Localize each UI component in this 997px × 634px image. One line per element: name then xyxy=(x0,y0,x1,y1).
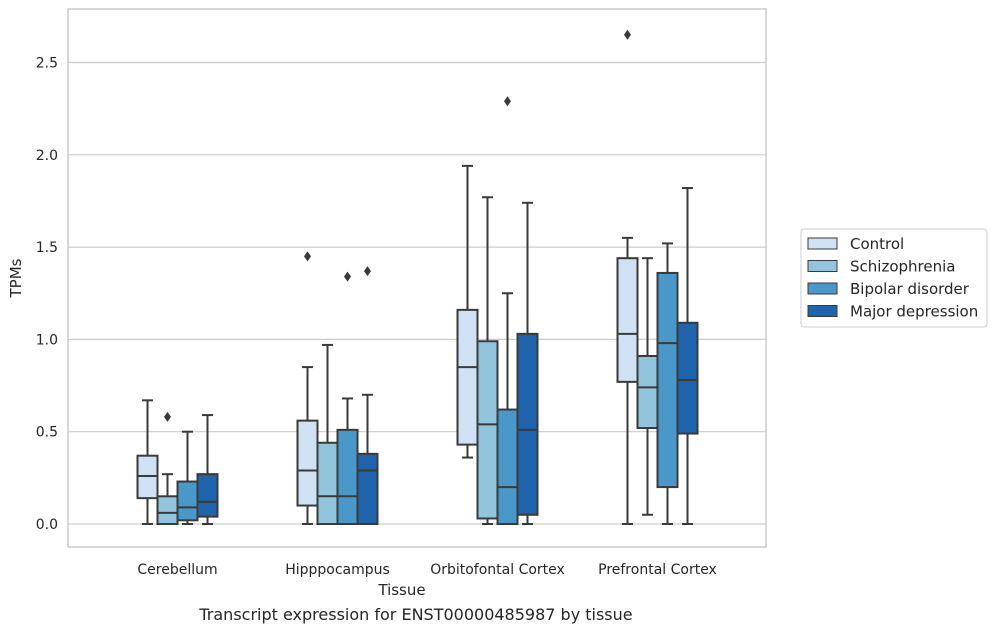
x-tick-label: Orbitofontal Cortex xyxy=(430,562,565,578)
box-body xyxy=(636,355,659,430)
box-major-depression xyxy=(516,201,539,525)
legend-label: Bipolar disorder xyxy=(850,280,970,298)
outlier-marker xyxy=(364,266,371,277)
box-body xyxy=(156,495,179,525)
figure-caption: Transcript expression for ENST0000048598… xyxy=(199,605,633,624)
outlier-marker xyxy=(504,96,511,107)
outlier-marker xyxy=(164,411,171,422)
y-tick-label: 0.5 xyxy=(36,425,58,441)
box-body xyxy=(336,428,359,526)
box-control xyxy=(296,251,319,525)
x-tick-label: Hipppocampus xyxy=(285,562,390,578)
x-tick-labels: Cerebellum Hipppocampus Orbitofontal Corte… xyxy=(137,562,716,578)
legend-label: Major depression xyxy=(850,303,978,321)
y-tick-label: 0.0 xyxy=(36,517,58,533)
plot-frame xyxy=(67,8,767,548)
box-body xyxy=(296,419,319,507)
y-tick-label: 1.5 xyxy=(36,240,58,256)
box-bipolar-disorder xyxy=(176,430,199,525)
box-bipolar-disorder xyxy=(496,96,519,526)
box-schizophrenia xyxy=(156,411,179,525)
box-groups xyxy=(136,29,699,526)
box-schizophrenia xyxy=(476,196,499,525)
y-tick-labels: 0.0 0.5 1.0 1.5 2.0 2.5 xyxy=(36,56,58,534)
box-body xyxy=(356,452,379,525)
x-tick-label: Cerebellum xyxy=(137,562,217,578)
legend-label: Control xyxy=(850,235,904,253)
legend-swatch xyxy=(807,260,838,272)
box-body xyxy=(316,441,339,525)
box-body xyxy=(476,340,499,520)
y-tick-label: 1.0 xyxy=(36,332,58,348)
x-tick-label: Prefrontal Cortex xyxy=(598,562,717,578)
box-major-depression xyxy=(356,266,379,525)
box-body xyxy=(656,271,679,489)
box-body xyxy=(496,408,519,526)
box-body xyxy=(176,480,199,522)
box-control xyxy=(136,399,159,525)
box-schizophrenia xyxy=(316,343,339,525)
legend-label: Schizophrenia xyxy=(850,258,955,276)
box-bipolar-disorder xyxy=(656,242,679,525)
box-control xyxy=(456,164,479,459)
box-major-depression xyxy=(676,187,699,525)
box-control xyxy=(616,29,639,525)
y-tick-label: 2.5 xyxy=(36,56,58,72)
outlier-marker xyxy=(344,271,351,282)
outlier-marker xyxy=(624,29,631,40)
box-major-depression xyxy=(196,414,219,525)
legend: Control Schizophrenia Bipolar disorder Majo… xyxy=(800,228,988,328)
box-bipolar-disorder xyxy=(336,271,359,526)
x-axis-title: Tissue xyxy=(377,581,425,599)
box-body xyxy=(616,257,639,383)
legend-frame xyxy=(800,228,988,328)
legend-swatch xyxy=(807,237,838,250)
legend-swatch xyxy=(807,305,838,317)
outlier-marker xyxy=(304,251,311,262)
box-body xyxy=(456,308,479,446)
box-body xyxy=(516,332,539,516)
box-schizophrenia xyxy=(636,257,659,516)
y-axis-title: TPMs xyxy=(7,258,25,298)
y-tick-label: 2.0 xyxy=(36,148,58,164)
legend-swatch xyxy=(807,282,838,295)
box-body xyxy=(676,321,699,435)
box-body xyxy=(196,473,219,518)
